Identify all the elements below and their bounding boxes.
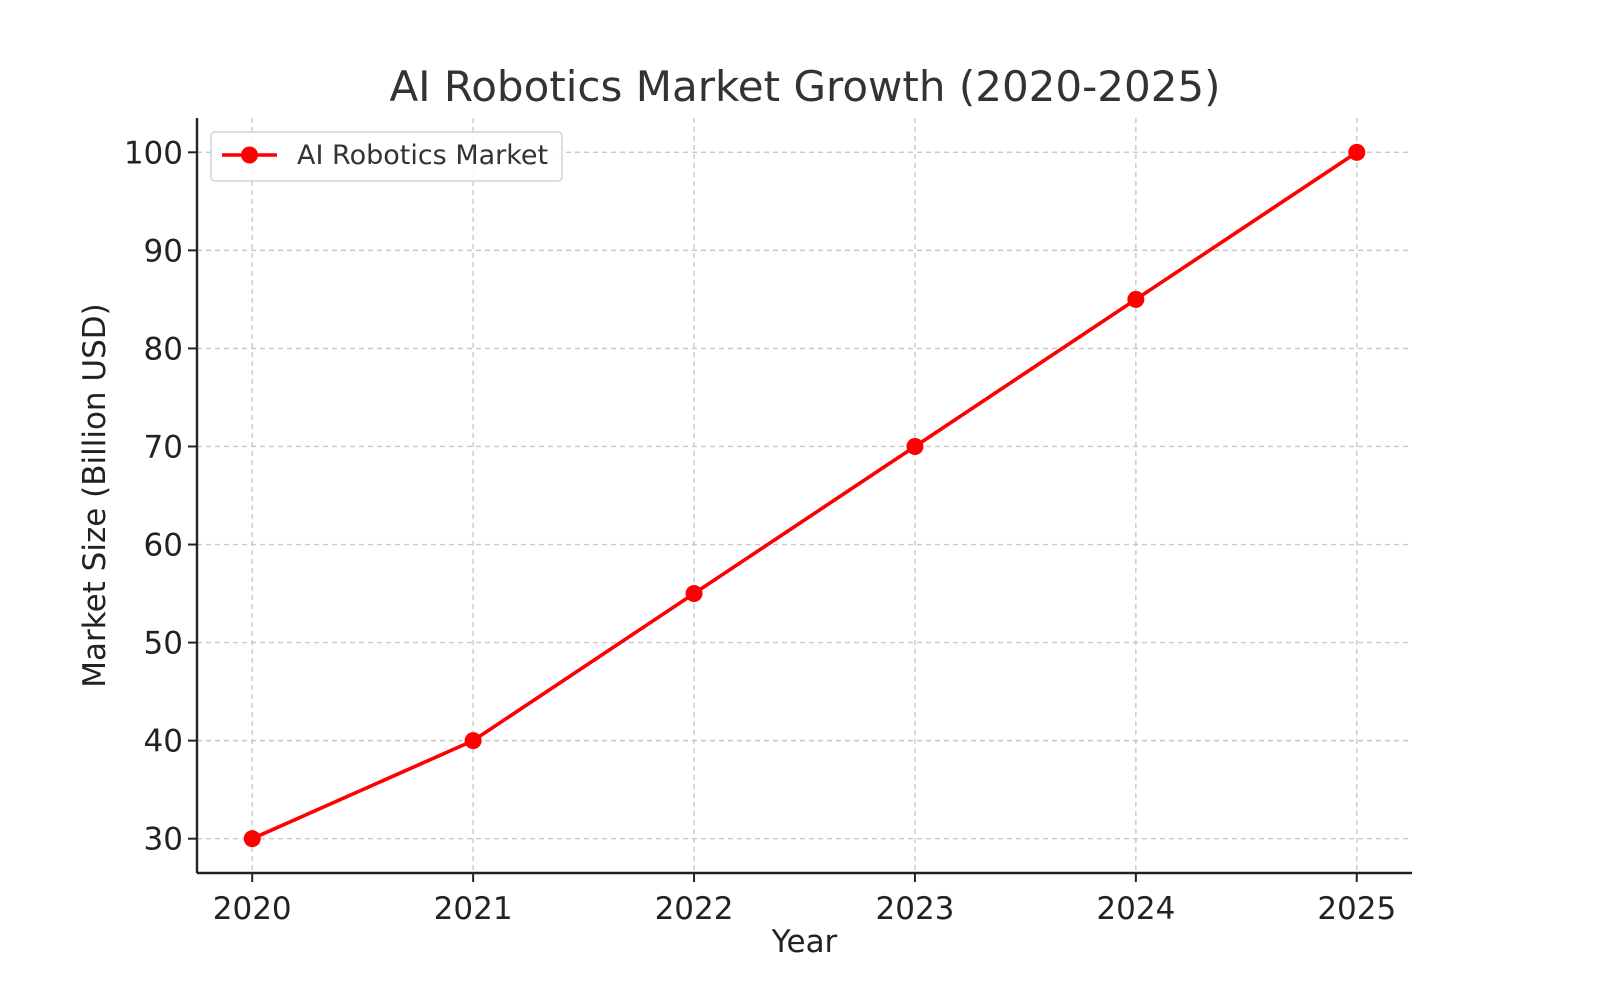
chart-title: AI Robotics Market Growth (2020-2025) xyxy=(389,62,1220,111)
x-tick-label: 2023 xyxy=(876,891,955,927)
y-tick-label: 40 xyxy=(144,724,183,760)
legend-box xyxy=(210,131,563,182)
series-line xyxy=(250,150,1359,841)
x-tick-label: 2025 xyxy=(1317,891,1396,927)
x-tick-label: 2021 xyxy=(434,891,513,927)
data-point xyxy=(1127,290,1145,308)
axes-layer xyxy=(195,118,1412,875)
y-tick-label: 50 xyxy=(144,626,183,662)
y-tick-layer: 30 40 50 60 70 80 90 100 xyxy=(124,135,197,858)
legend-label: AI Robotics Market xyxy=(297,140,548,171)
y-tick-label: 70 xyxy=(144,429,183,465)
y-tick-label: 90 xyxy=(144,233,183,269)
series-layer xyxy=(243,143,1366,848)
y-axis-label: Market Size (Billion USD) xyxy=(77,303,113,688)
x-tick-label: 2020 xyxy=(213,891,292,927)
data-point xyxy=(906,437,924,455)
y-tick-label: 60 xyxy=(144,528,183,564)
x-tick-layer: 2020 2021 2022 2023 2024 2025 xyxy=(213,873,1396,927)
grid-layer xyxy=(197,118,1412,873)
y-tick-label: 80 xyxy=(144,331,183,367)
legend-marker xyxy=(241,146,258,164)
data-point xyxy=(685,585,703,603)
x-axis-label: Year xyxy=(771,924,838,960)
data-point xyxy=(464,732,482,750)
y-tick-label: 30 xyxy=(144,822,183,858)
legend: AI Robotics Market xyxy=(210,131,563,182)
data-point xyxy=(1348,143,1366,161)
x-tick-label: 2024 xyxy=(1096,891,1175,927)
y-tick-label: 100 xyxy=(124,135,183,171)
data-point xyxy=(243,830,261,848)
x-tick-label: 2022 xyxy=(655,891,734,927)
